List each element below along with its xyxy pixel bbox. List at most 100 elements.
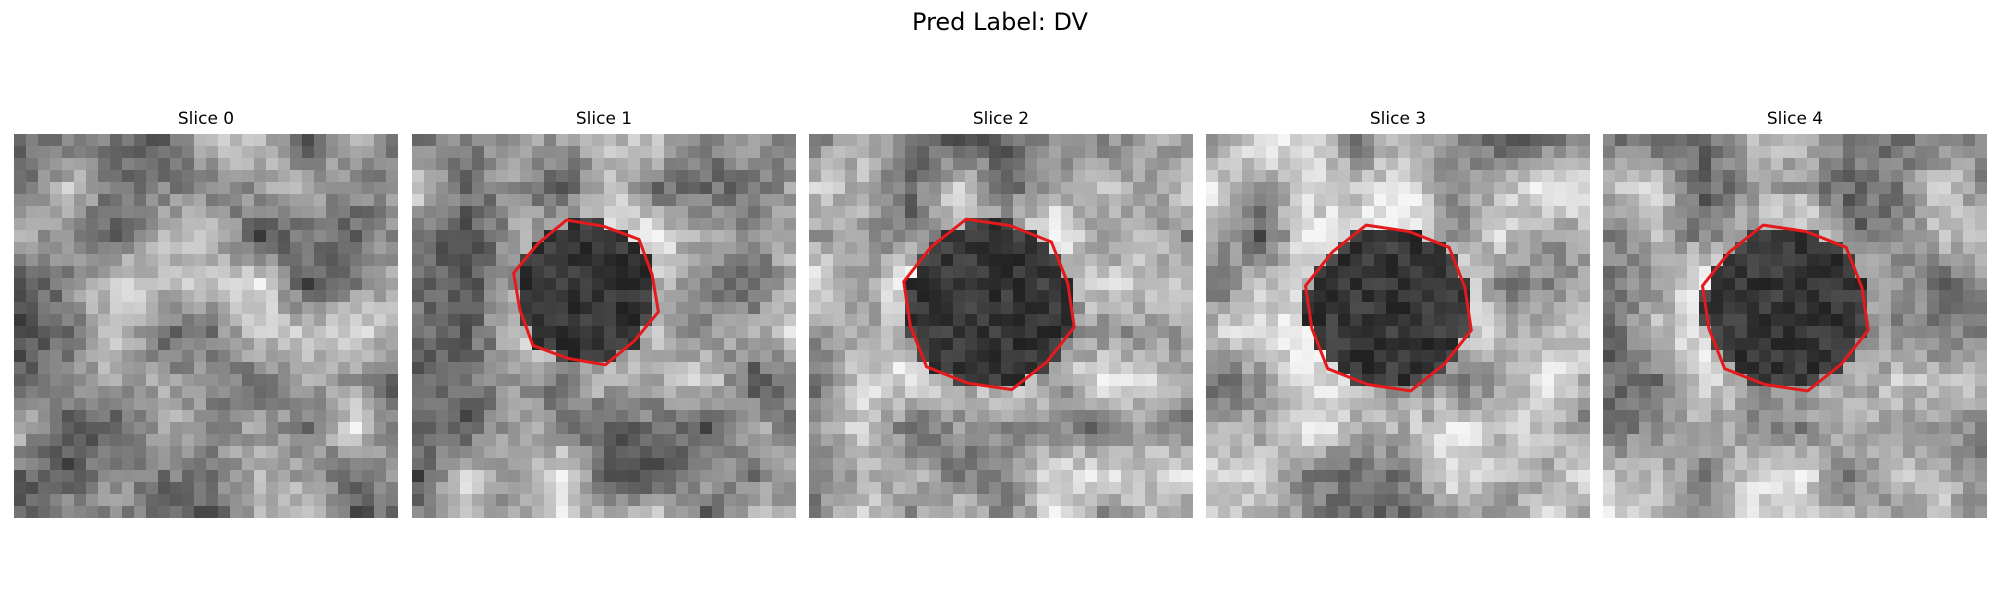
pixel-cell [1518,302,1531,315]
pixel-cell [1627,302,1640,315]
pixel-cell [1278,506,1291,518]
pixel-cell [338,482,351,495]
pixel-cell [1494,158,1507,171]
pixel-cell [1410,242,1423,255]
pixel-cell [881,446,894,459]
pixel-cell [1783,314,1796,327]
pixel-cell [1759,206,1772,219]
pixel-cell [821,230,834,243]
pixel-cell [122,494,135,507]
pixel-cell [664,410,677,423]
pixel-cell [230,242,243,255]
pixel-cell [616,194,629,207]
pixel-cell [1109,506,1122,518]
pixel-cell [772,278,785,291]
pixel-cell [254,206,267,219]
pixel-cell [1819,158,1832,171]
pixel-cell [1145,290,1158,303]
pixel-cell [1494,266,1507,279]
pixel-cell [616,482,629,495]
pixel-cell [1482,506,1495,518]
pixel-cell [676,350,689,363]
pixel-cell [1121,302,1134,315]
pixel-cell [1157,482,1170,495]
pixel-cell [1542,362,1555,375]
pixel-cell [496,194,509,207]
pixel-cell [1867,374,1880,387]
pixel-cell [1566,278,1579,291]
pixel-cell [568,338,581,351]
pixel-cell [1939,230,1952,243]
pixel-cell [62,242,75,255]
pixel-cell [484,146,497,159]
pixel-cell [1145,350,1158,363]
pixel-cell [1879,302,1892,315]
pixel-cell [98,470,111,483]
pixel-cell [1254,458,1267,471]
pixel-cell [869,158,882,171]
pixel-cell [1891,266,1904,279]
pixel-cell [350,470,363,483]
pixel-cell [460,182,473,195]
pixel-cell [1073,182,1086,195]
pixel-cell [1603,182,1616,195]
pixel-cell [1290,386,1303,399]
pixel-cell [1314,494,1327,507]
pixel-cell [86,458,99,471]
pixel-cell [134,446,147,459]
pixel-cell [350,134,363,147]
pixel-cell [496,422,509,435]
pixel-cell [1663,194,1676,207]
pixel-cell [1482,182,1495,195]
pixel-cell [1927,242,1940,255]
pixel-cell [182,350,195,363]
pixel-cell [1951,134,1964,147]
pixel-cell [917,446,930,459]
pixel-cell [1518,398,1531,411]
pixel-cell [472,494,485,507]
pixel-cell [350,386,363,399]
pixel-cell [869,434,882,447]
pixel-cell [1518,434,1531,447]
pixel-cell [14,218,27,231]
pixel-cell [230,470,243,483]
pixel-cell [869,482,882,495]
pixel-cell [1254,242,1267,255]
pixel-cell [1855,146,1868,159]
pixel-cell [1795,374,1808,387]
pixel-cell [809,206,822,219]
pixel-cell [62,218,75,231]
pixel-cell [1783,374,1796,387]
pixel-cell [1663,386,1676,399]
pixel-cell [1627,434,1640,447]
pixel-cell [640,302,653,315]
pixel-cell [98,494,111,507]
pixel-cell [1013,434,1026,447]
pixel-cell [374,446,387,459]
pixel-cell [1879,326,1892,339]
pixel-cell [1458,254,1471,267]
pixel-cell [1915,134,1928,147]
pixel-cell [1747,302,1760,315]
pixel-cell [700,494,713,507]
pixel-cell [1049,206,1062,219]
pixel-cell [1109,494,1122,507]
pixel-cell [1266,302,1279,315]
pixel-cell [532,266,545,279]
pixel-cell [1651,254,1664,267]
pixel-cell [772,422,785,435]
pixel-cell [1326,398,1339,411]
pixel-cell [508,494,521,507]
pixel-cell [1651,290,1664,303]
pixel-cell [568,206,581,219]
pixel-cell [146,194,159,207]
pixel-cell [1362,398,1375,411]
pixel-cell [1374,338,1387,351]
pixel-cell [809,410,822,423]
pixel-cell [1891,374,1904,387]
pixel-cell [218,398,231,411]
pixel-cell [1230,422,1243,435]
pixel-cell [917,218,930,231]
pixel-cell [386,290,398,303]
pixel-cell [1542,314,1555,327]
